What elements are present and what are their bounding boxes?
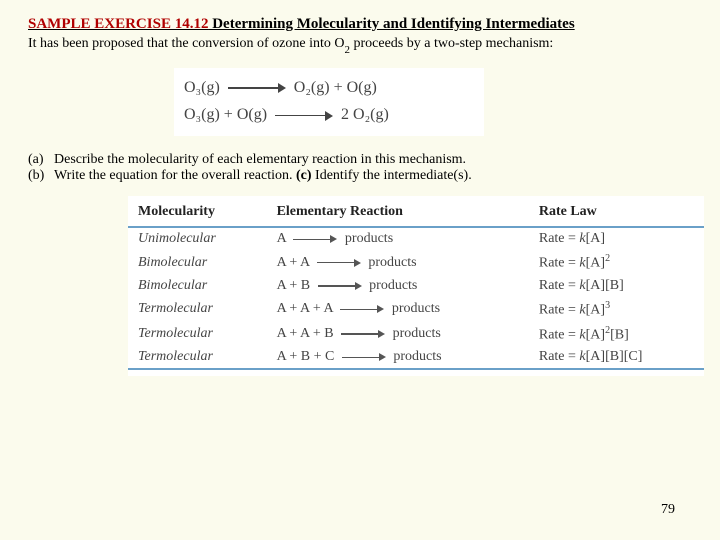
exercise-title: SAMPLE EXERCISE 14.12 Determining Molecu… [28,14,692,34]
cell-rate-law: Rate = k[A][B] [529,275,704,297]
table-header-row: Molecularity Elementary Reaction Rate La… [128,200,704,227]
table-row: BimolecularA + A productsRate = k[A]2 [128,250,704,275]
question-a: (a) Describe the molecularity of each el… [28,152,692,168]
mech2-lhs: O₃(g) + O(g) [184,106,267,123]
cell-molecularity: Termolecular [128,322,267,347]
mechanism-step-1: O₃(g) O₂(g) + O(g) [184,74,474,101]
question-b: (b) Write the equation for the overall r… [28,168,692,184]
mech2-rhs: 2 O₂(g) [341,106,389,123]
title-red: SAMPLE EXERCISE 14.12 [28,16,208,32]
intro-pre: It has been proposed that the conversion… [28,36,344,51]
col-molecularity: Molecularity [128,200,267,227]
cell-reaction: A + B products [267,275,529,297]
question-a-label: (a) [28,152,54,168]
arrow-icon [275,111,333,121]
mechanism-box: O₃(g) O₂(g) + O(g) O₃(g) + O(g) 2 O₂(g) [174,68,484,136]
cell-reaction: A + A + A products [267,297,529,322]
intro-sub: 2 [344,44,350,56]
cell-reaction: A + A products [267,250,529,275]
intro-text: It has been proposed that the conversion… [28,36,692,54]
cell-reaction: A + A + B products [267,322,529,347]
arrow-icon [341,329,385,338]
question-c-label: (c) [296,168,312,183]
mech1-rhs: O₂(g) + O(g) [294,79,377,96]
cell-rate-law: Rate = k[A]2 [529,250,704,275]
table-row: TermolecularA + A + A productsRate = k[A… [128,297,704,322]
arrow-icon [340,305,384,314]
title-rest: Determining Molecularity and Identifying… [208,16,574,32]
intro-post: proceeds by a two-step mechanism: [350,36,553,51]
cell-molecularity: Bimolecular [128,250,267,275]
table-row: TermolecularA + A + B productsRate = k[A… [128,322,704,347]
cell-rate-law: Rate = k[A]3 [529,297,704,322]
cell-molecularity: Termolecular [128,346,267,369]
question-b-label: (b) [28,168,54,184]
table-row: BimolecularA + B productsRate = k[A][B] [128,275,704,297]
arrow-icon [318,281,362,290]
arrow-icon [228,83,286,93]
cell-reaction: A + B + C products [267,346,529,369]
question-b-text: Write the equation for the overall react… [54,168,472,184]
cell-rate-law: Rate = k[A][B][C] [529,346,704,369]
cell-molecularity: Termolecular [128,297,267,322]
cell-reaction: A products [267,227,529,250]
question-a-text: Describe the molecularity of each elemen… [54,152,466,168]
arrow-icon [342,353,386,362]
col-reaction: Elementary Reaction [267,200,529,227]
arrow-icon [293,235,337,244]
cell-rate-law: Rate = k[A] [529,227,704,250]
cell-molecularity: Bimolecular [128,275,267,297]
page-number: 79 [661,502,675,518]
reference-table: Molecularity Elementary Reaction Rate La… [128,196,704,376]
cell-molecularity: Unimolecular [128,227,267,250]
table-row: TermolecularA + B + C productsRate = k[A… [128,346,704,369]
question-b-pre: Write the equation for the overall react… [54,168,296,183]
table-row: UnimolecularA productsRate = k[A] [128,227,704,250]
col-rate-law: Rate Law [529,200,704,227]
mechanism-step-2: O₃(g) + O(g) 2 O₂(g) [184,101,474,128]
questions: (a) Describe the molecularity of each el… [28,152,692,184]
mech1-lhs: O₃(g) [184,79,220,96]
arrow-icon [317,258,361,267]
cell-rate-law: Rate = k[A]2[B] [529,322,704,347]
question-c-text: Identify the intermediate(s). [312,168,472,183]
